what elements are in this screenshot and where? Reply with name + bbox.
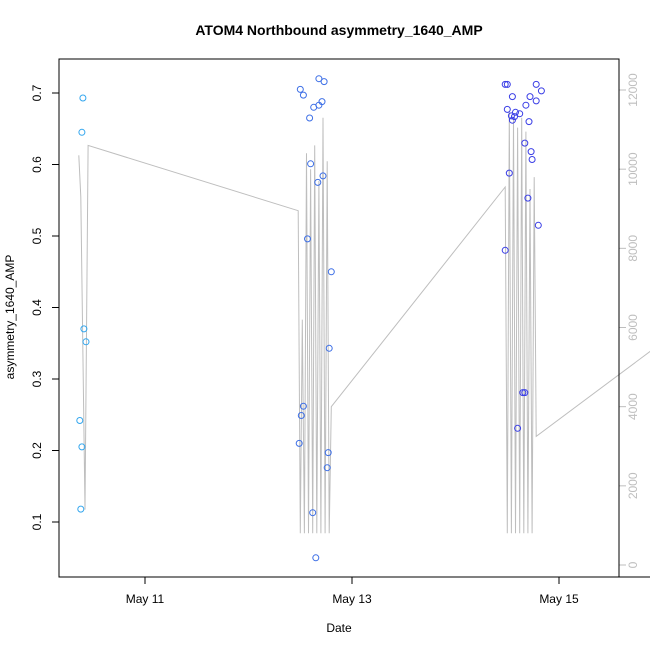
y2-tick-label: 2000 (626, 472, 640, 499)
data-point (507, 112, 515, 120)
data-point (315, 75, 323, 83)
y-tick-label: 0.4 (30, 299, 44, 316)
data-point (307, 160, 315, 168)
plot-frame (58, 58, 620, 578)
data-point (320, 78, 328, 86)
y-tick-label: 0.2 (30, 442, 44, 459)
x-tick-label: May 15 (539, 592, 579, 606)
data-point (503, 80, 511, 88)
data-point (505, 169, 513, 177)
data-point (526, 93, 534, 101)
data-point (323, 464, 331, 472)
y2-tick-label: 12000 (626, 73, 640, 107)
data-point (324, 449, 332, 457)
y2-tick-label: 10000 (626, 152, 640, 186)
data-point (532, 97, 540, 105)
y2-tick-label: 0 (626, 561, 640, 568)
data-point (532, 80, 540, 88)
data-point (80, 325, 88, 333)
data-point (508, 93, 516, 101)
y-tick-label: 0.5 (30, 227, 44, 244)
y2-tick-label: 8000 (626, 235, 640, 262)
data-point (508, 116, 516, 124)
data-point (299, 91, 307, 99)
data-point (521, 139, 529, 147)
series-line (78, 111, 650, 534)
data-point (527, 148, 535, 156)
y-axis-label: asymmetry_1640_AMP (3, 255, 17, 380)
y-tick-label: 0.7 (30, 84, 44, 101)
right-axis: 0 2000 4000 6000 8000 10000 12000 (618, 73, 640, 568)
data-point (537, 87, 545, 95)
data-point (304, 235, 311, 243)
data-point (312, 554, 320, 562)
series-line-layer (78, 111, 650, 534)
data-point (525, 118, 533, 126)
data-point (79, 94, 87, 102)
data-point (516, 110, 524, 118)
data-point (519, 389, 527, 397)
y2-tick-label: 4000 (626, 393, 640, 420)
data-point (327, 268, 335, 276)
data-point (528, 156, 536, 163)
data-point (514, 424, 522, 432)
data-point (309, 509, 317, 517)
data-point (534, 221, 542, 229)
data-point (78, 443, 86, 451)
y-tick-label: 0.6 (30, 156, 44, 173)
data-point (503, 105, 511, 113)
data-point (522, 101, 530, 109)
data-point (521, 389, 529, 397)
chart-title: ATOM4 Northbound asymmetry_1640_AMP (195, 22, 482, 38)
data-point (501, 80, 509, 88)
x-tick-label: May 13 (332, 592, 372, 606)
data-point (314, 178, 322, 186)
data-point (76, 417, 84, 424)
data-point (82, 338, 90, 346)
data-point (512, 108, 519, 116)
data-point (297, 412, 305, 419)
y-tick-label: 0.1 (30, 513, 44, 530)
data-point (296, 85, 304, 93)
data-point (325, 344, 333, 352)
data-point (78, 128, 86, 136)
y-tick-label: 0.3 (30, 370, 44, 387)
points-layer (76, 75, 545, 562)
data-point (306, 114, 314, 122)
data-point (319, 172, 327, 180)
left-axis: 0.1 0.2 0.3 0.4 0.5 0.6 0.7 (30, 84, 60, 530)
data-point (310, 103, 318, 111)
x-axis-label: Date (326, 621, 352, 635)
data-point (77, 505, 85, 513)
data-point (501, 246, 509, 254)
y2-tick-label: 6000 (626, 314, 640, 341)
data-point (511, 113, 518, 121)
data-point (295, 439, 303, 447)
x-tick-label: May 11 (126, 592, 165, 606)
data-point (524, 194, 532, 202)
data-point (299, 402, 307, 410)
